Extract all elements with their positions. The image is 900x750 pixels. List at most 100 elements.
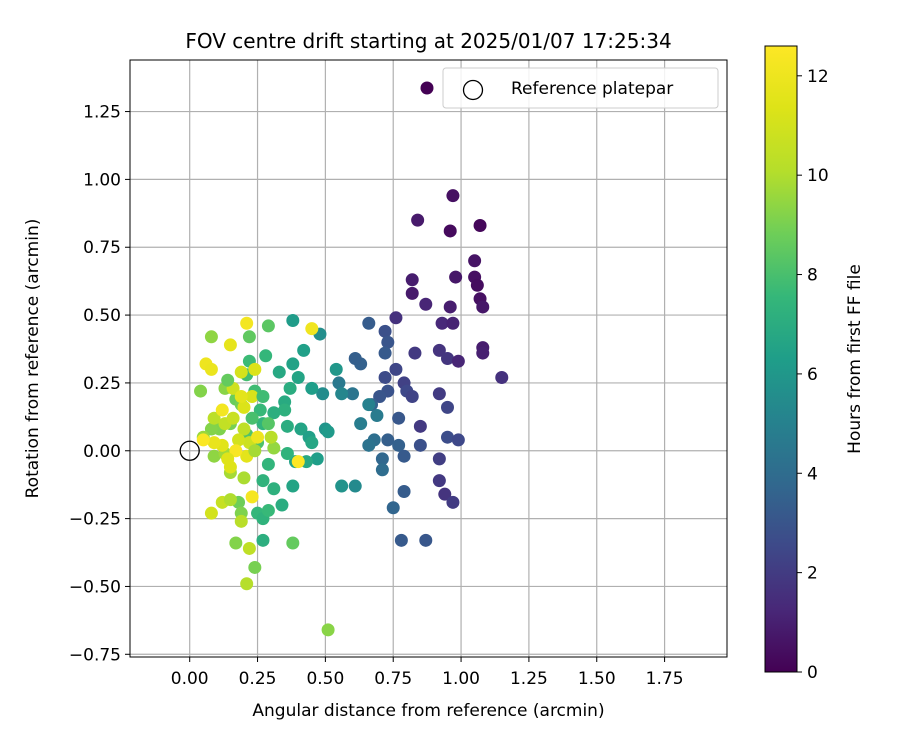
data-point bbox=[335, 479, 349, 493]
data-point bbox=[413, 438, 427, 452]
data-point bbox=[229, 444, 243, 458]
y-tick-label: 0.25 bbox=[83, 374, 121, 394]
data-point bbox=[321, 623, 335, 637]
data-point bbox=[261, 417, 275, 431]
data-point bbox=[272, 365, 286, 379]
data-point bbox=[305, 436, 319, 450]
colorbar-tick-label: 4 bbox=[807, 464, 818, 484]
data-point bbox=[280, 446, 294, 460]
data-point bbox=[264, 430, 278, 444]
data-point bbox=[392, 411, 406, 425]
x-tick-label: 0.25 bbox=[239, 669, 277, 689]
data-point bbox=[495, 370, 509, 384]
data-point bbox=[473, 219, 487, 233]
data-point bbox=[242, 330, 256, 344]
y-tick-label: 1.25 bbox=[83, 103, 121, 123]
data-point bbox=[432, 452, 446, 466]
reference-platepar-marker bbox=[179, 440, 200, 461]
data-point bbox=[470, 278, 484, 292]
data-point bbox=[392, 438, 406, 452]
data-point bbox=[394, 533, 408, 547]
x-axis-ticks: 0.00 0.25 0.50 0.75 1.00 1.25 1.50 1.75 bbox=[171, 657, 684, 689]
legend-open-circle-marker bbox=[462, 79, 484, 101]
x-tick-label: 1.00 bbox=[442, 669, 480, 689]
legend-filled-circle-marker bbox=[420, 81, 434, 95]
data-point bbox=[362, 398, 376, 412]
y-axis-label: Rotation from reference (arcmin) bbox=[23, 219, 43, 499]
data-point bbox=[446, 316, 460, 330]
data-point bbox=[348, 479, 362, 493]
data-point bbox=[449, 270, 463, 284]
data-point bbox=[432, 343, 446, 357]
data-point bbox=[435, 316, 449, 330]
data-point bbox=[305, 322, 319, 336]
data-point bbox=[468, 254, 482, 268]
data-point bbox=[405, 286, 419, 300]
data-point bbox=[283, 381, 297, 395]
data-point bbox=[286, 536, 300, 550]
data-point bbox=[446, 189, 460, 203]
data-point bbox=[234, 389, 248, 403]
data-point bbox=[370, 408, 384, 422]
data-point bbox=[411, 213, 425, 227]
legend-reference-label: Reference platepar bbox=[511, 79, 673, 99]
y-tick-label: −0.25 bbox=[69, 510, 121, 530]
data-point bbox=[194, 384, 208, 398]
data-point bbox=[378, 370, 392, 384]
data-point bbox=[354, 417, 368, 431]
data-point bbox=[440, 352, 454, 365]
data-point bbox=[443, 300, 457, 314]
y-tick-label: 0.50 bbox=[83, 306, 121, 326]
colorbar-tick-label: 12 bbox=[807, 67, 829, 87]
data-point bbox=[207, 411, 221, 425]
grid bbox=[130, 60, 727, 657]
data-point bbox=[297, 343, 311, 357]
data-point bbox=[221, 452, 235, 466]
data-point bbox=[234, 365, 248, 379]
data-point bbox=[253, 403, 267, 417]
data-point bbox=[375, 452, 389, 466]
data-point bbox=[215, 403, 229, 417]
data-point bbox=[207, 436, 221, 450]
data-point bbox=[204, 362, 218, 376]
data-point bbox=[248, 444, 262, 458]
y-tick-label: −0.75 bbox=[69, 645, 121, 665]
data-point bbox=[381, 335, 395, 349]
data-point bbox=[267, 406, 281, 420]
data-point bbox=[226, 411, 240, 425]
colorbar-label: Hours from first FF file bbox=[845, 264, 865, 454]
data-point bbox=[419, 533, 433, 547]
data-point bbox=[245, 411, 259, 425]
x-tick-label: 1.75 bbox=[646, 669, 684, 689]
data-points bbox=[194, 189, 509, 637]
data-point bbox=[207, 449, 221, 463]
data-point bbox=[251, 430, 265, 444]
x-tick-label: 1.25 bbox=[510, 669, 548, 689]
data-point bbox=[256, 533, 270, 547]
data-point bbox=[438, 487, 452, 501]
data-point bbox=[245, 389, 259, 403]
data-point bbox=[362, 438, 376, 452]
data-point bbox=[204, 506, 218, 520]
data-point bbox=[237, 471, 251, 485]
reference-point bbox=[179, 440, 200, 461]
data-point bbox=[256, 389, 270, 403]
colorbar-tick-label: 8 bbox=[807, 266, 818, 286]
x-tick-label: 0.75 bbox=[374, 669, 412, 689]
data-point bbox=[261, 503, 275, 517]
legend: Reference platepar bbox=[420, 67, 719, 109]
chart-title: FOV centre drift starting at 2025/01/07 … bbox=[185, 29, 671, 53]
data-point bbox=[405, 389, 419, 403]
data-point bbox=[419, 297, 433, 311]
data-point bbox=[348, 352, 362, 365]
data-point bbox=[196, 433, 210, 447]
x-tick-label: 1.50 bbox=[578, 669, 616, 689]
data-point bbox=[237, 400, 251, 414]
y-tick-label: −0.50 bbox=[69, 577, 121, 597]
data-point bbox=[267, 441, 281, 455]
legend-box bbox=[442, 67, 719, 109]
data-point bbox=[378, 346, 392, 360]
data-point bbox=[234, 514, 248, 528]
data-point bbox=[408, 346, 422, 360]
data-point bbox=[389, 311, 403, 325]
